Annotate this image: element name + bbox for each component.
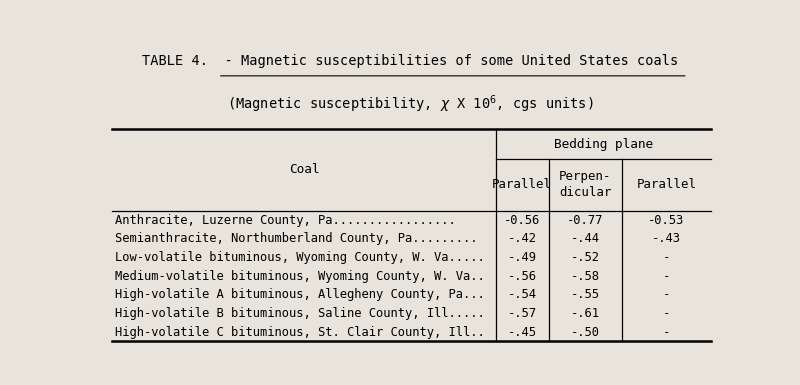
Text: -.57: -.57 bbox=[508, 307, 537, 320]
Text: -0.53: -0.53 bbox=[648, 214, 685, 226]
Text: -.54: -.54 bbox=[508, 288, 537, 301]
Text: Coal: Coal bbox=[289, 164, 319, 176]
Text: -.49: -.49 bbox=[508, 251, 537, 264]
Text: -: - bbox=[662, 288, 670, 301]
Text: -: - bbox=[662, 326, 670, 339]
Text: Bedding plane: Bedding plane bbox=[554, 137, 653, 151]
Text: -.50: -.50 bbox=[571, 326, 600, 339]
Text: TABLE 4.  - Magnetic susceptibilities of some United States coals: TABLE 4. - Magnetic susceptibilities of … bbox=[142, 54, 678, 68]
Text: (Magnetic susceptibility, $\chi$ X 10$^6$, cgs units): (Magnetic susceptibility, $\chi$ X 10$^6… bbox=[226, 94, 594, 115]
Text: -: - bbox=[662, 307, 670, 320]
Text: High-volatile C bituminous, St. Clair County, Ill..: High-volatile C bituminous, St. Clair Co… bbox=[115, 326, 485, 339]
Text: -: - bbox=[662, 251, 670, 264]
Text: Parallel: Parallel bbox=[492, 178, 552, 191]
Text: Low-volatile bituminous, Wyoming County, W. Va.....: Low-volatile bituminous, Wyoming County,… bbox=[115, 251, 485, 264]
Text: -.42: -.42 bbox=[508, 232, 537, 245]
Text: -.55: -.55 bbox=[571, 288, 600, 301]
Text: -.43: -.43 bbox=[652, 232, 681, 245]
Text: -.45: -.45 bbox=[508, 326, 537, 339]
Text: Perpen-
dicular: Perpen- dicular bbox=[559, 170, 612, 199]
Text: High-volatile B bituminous, Saline County, Ill.....: High-volatile B bituminous, Saline Count… bbox=[115, 307, 485, 320]
Text: High-volatile A bituminous, Allegheny County, Pa...: High-volatile A bituminous, Allegheny Co… bbox=[115, 288, 485, 301]
Text: Semianthracite, Northumberland County, Pa.........: Semianthracite, Northumberland County, P… bbox=[115, 232, 478, 245]
Text: Parallel: Parallel bbox=[636, 178, 696, 191]
Text: -.56: -.56 bbox=[508, 270, 537, 283]
Text: -.58: -.58 bbox=[571, 270, 600, 283]
Text: Medium-volatile bituminous, Wyoming County, W. Va..: Medium-volatile bituminous, Wyoming Coun… bbox=[115, 270, 485, 283]
Text: -.44: -.44 bbox=[571, 232, 600, 245]
Text: Anthracite, Luzerne County, Pa.................: Anthracite, Luzerne County, Pa..........… bbox=[115, 214, 456, 226]
Text: -0.56: -0.56 bbox=[504, 214, 540, 226]
Text: -.52: -.52 bbox=[571, 251, 600, 264]
Text: -0.77: -0.77 bbox=[567, 214, 603, 226]
Text: -: - bbox=[662, 270, 670, 283]
Text: -.61: -.61 bbox=[571, 307, 600, 320]
